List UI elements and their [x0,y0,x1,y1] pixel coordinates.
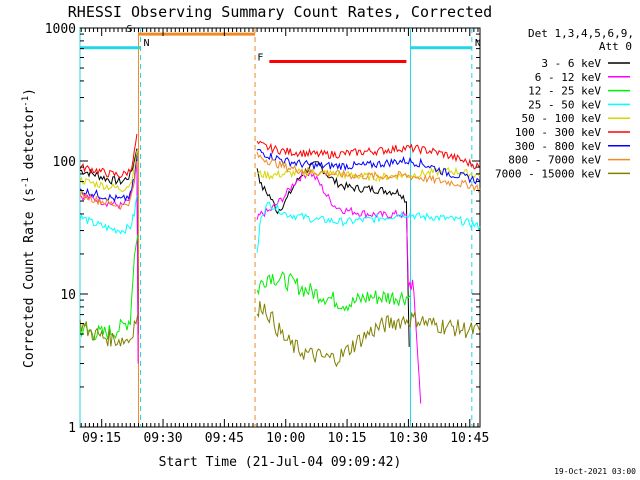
series-line-100-300-segment-1 [256,140,481,170]
series-line-12-25-segment-1 [256,271,411,312]
series-line-12-25-segment-0 [79,234,139,341]
legend-item-100-300-label: 100 - 300 keV [515,126,601,139]
series-line-3-6-segment-0 [79,148,139,335]
y-axis-label-part-2: detector [22,107,37,178]
flag-bars: S N N F [80,24,481,63]
y-tick-label-3: 1000 [45,22,76,37]
series-line-300-800-segment-1 [256,148,481,185]
x-tick-label-0: 09:15 [82,431,121,446]
y-axis: 1 10 100 1000 [45,22,480,436]
chart-title: RHESSI Observing Summary Count Rates, Co… [68,3,492,21]
flag-label-flare-3: F [257,52,263,63]
series-line-50-100-segment-0 [79,150,138,193]
x-axis-label: Start Time (21-Jul-04 09:09:42) [159,455,402,470]
series-line-100-300-segment-0 [79,133,138,178]
series-line-6-12-segment-1 [256,169,422,404]
y-axis-label: Corrected Count Rate (s-1 detector-1) [21,88,37,368]
legend-item-3-6-label: 3 - 6 keV [541,57,601,70]
x-tick-label-4: 10:15 [328,431,367,446]
legend-item-25-50-label: 25 - 50 keV [528,98,601,111]
x-tick-label-2: 09:45 [205,431,244,446]
series-line-800-7000-segment-1 [256,151,481,194]
y-tick-label-2: 100 [53,155,76,170]
series-line-800-7000-segment-0 [79,160,138,211]
legend-item-300-800-label: 300 - 800 keV [515,140,601,153]
legend-item-50-100-label: 50 - 100 keV [522,112,602,125]
vertical-marker-lines [79,28,473,427]
x-axis: 09:15 09:30 09:45 10:00 10:15 10:30 10:45 [80,28,489,446]
plot-frame [79,27,481,428]
y-axis-label-part-1: Corrected Count Rate (s [22,188,37,368]
y-tick-label-0: 1 [68,421,76,436]
legend-item-6-12-label: 6 - 12 keV [535,71,602,84]
legend-header-line-2: Att 0 [599,40,632,53]
y-axis-label-part-3: ) [22,88,37,96]
flag-label-night-2: N [475,38,481,49]
y-axis-label-exp-1: -1 [21,177,31,188]
legend-item-7000-15000-label: 7000 - 15000 keV [495,167,601,180]
y-tick-label-1: 10 [60,288,76,303]
legend-item-800-7000-label: 800 - 7000 keV [508,154,601,167]
series-line-7000-15000-segment-1 [256,301,481,368]
series-line-25-50-segment-1 [256,201,481,253]
series-line-300-800-segment-0 [79,158,138,203]
legend-item-12-25-label: 12 - 25 keV [528,85,601,98]
x-tick-label-1: 09:30 [143,431,182,446]
flag-label-saa-0: S [126,24,132,35]
series-line-25-50-segment-0 [79,195,138,235]
x-tick-label-3: 10:00 [266,431,305,446]
x-tick-label-6: 10:45 [450,431,489,446]
series-line-3-6-segment-1 [256,161,410,347]
plot-area: S N N F [79,24,481,428]
x-tick-label-5: 10:30 [389,431,428,446]
footer-date: 19-Oct-2021 03:00 [554,467,636,476]
series-lines [79,133,481,404]
y-axis-label-exp-2: -1 [21,96,31,107]
legend-header-line-1: Det 1,3,4,5,6,9, [528,27,634,40]
flag-label-night-1: N [144,38,150,49]
series-line-7000-15000-segment-0 [79,314,139,347]
